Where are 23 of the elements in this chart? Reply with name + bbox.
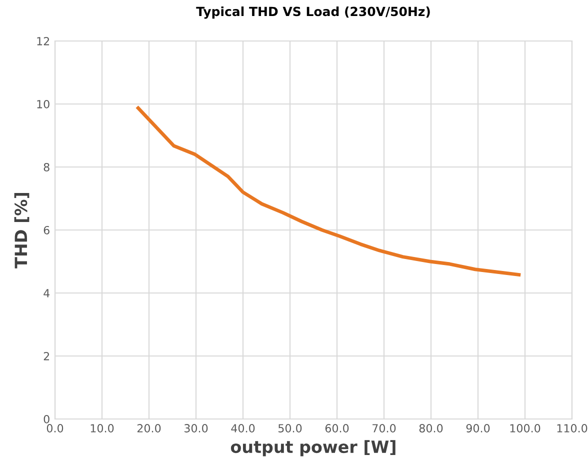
y-axis-title: THD [%] <box>14 192 30 268</box>
x-tick-label: 0.0 <box>46 424 64 432</box>
y-tick-label: 8 <box>44 162 50 172</box>
y-tick-label: 4 <box>44 289 50 298</box>
y-tick-label: 2 <box>44 352 50 360</box>
x-tick-label: 30.0 <box>184 424 208 432</box>
y-tick-label: 10 <box>37 100 50 108</box>
x-tick-label: 110.0 <box>557 424 588 432</box>
x-tick-label: 70.0 <box>372 424 396 432</box>
x-tick-label: 100.0 <box>510 424 540 432</box>
y-tick-label: 0 <box>44 414 50 424</box>
x-tick-label: 80.0 <box>419 424 443 432</box>
y-tick-label: 6 <box>44 226 50 234</box>
x-tick-label: 40.0 <box>231 424 255 432</box>
line-series <box>136 106 521 276</box>
x-tick-label: 20.0 <box>137 424 161 432</box>
x-tick-label: 90.0 <box>466 424 490 432</box>
x-tick-label: 50.0 <box>278 424 302 432</box>
x-tick-label: 10.0 <box>90 424 114 432</box>
x-axis-title: output power [W] <box>230 440 396 456</box>
x-tick-label: 60.0 <box>325 424 349 432</box>
y-tick-label: 12 <box>37 36 50 46</box>
chart-title: Typical THD VS Load (230V/50Hz) <box>196 6 430 19</box>
